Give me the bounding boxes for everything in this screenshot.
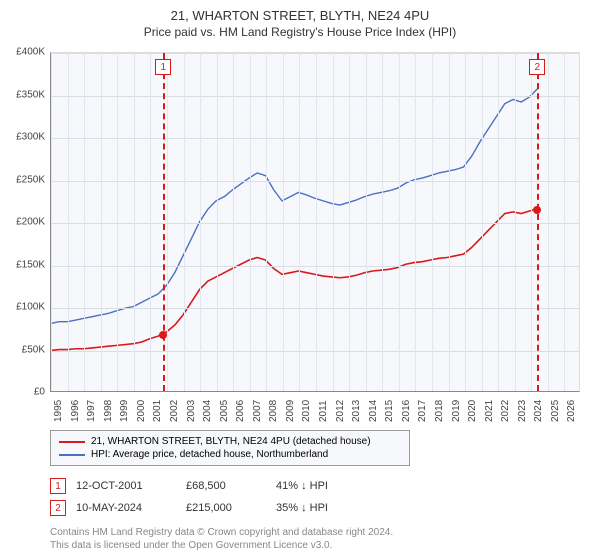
x-tick-label: 2019 [451,400,462,422]
transaction-badge-2: 2 [50,500,66,516]
x-tick-label: 2024 [533,400,544,422]
y-tick-label: £100K [16,302,45,313]
transaction-price: £68,500 [186,480,266,492]
x-tick-label: 2022 [500,400,511,422]
transaction-row: 2 10-MAY-2024 £215,000 35% ↓ HPI [50,497,580,519]
legend: 21, WHARTON STREET, BLYTH, NE24 4PU (det… [50,430,410,466]
x-tick-label: 2016 [401,400,412,422]
x-tick-label: 2012 [335,400,346,422]
arrow-down-icon: ↓ [301,480,307,492]
legend-swatch-hpi [59,454,85,456]
transaction-pct: 41% ↓ HPI [276,480,366,492]
x-tick-label: 2006 [235,400,246,422]
x-tick-label: 1995 [53,400,64,422]
legend-item-hpi: HPI: Average price, detached house, Nort… [59,448,401,461]
x-tick-label: 2013 [351,400,362,422]
x-tick-label: 1997 [86,400,97,422]
x-tick-label: 2011 [318,400,329,422]
x-tick-label: 2003 [186,400,197,422]
event-badge-1: 1 [155,59,171,75]
license-text: Contains HM Land Registry data © Crown c… [50,526,580,552]
x-tick-label: 2000 [136,400,147,422]
page-subtitle: Price paid vs. HM Land Registry's House … [0,23,600,45]
x-tick-label: 2017 [417,400,428,422]
transaction-price: £215,000 [186,502,266,514]
transaction-row: 1 12-OCT-2001 £68,500 41% ↓ HPI [50,475,580,497]
y-tick-label: £200K [16,217,45,228]
x-tick-label: 2023 [517,400,528,422]
transaction-date: 10-MAY-2024 [76,502,176,514]
chart-container: 21, WHARTON STREET, BLYTH, NE24 4PU Pric… [0,0,600,560]
x-tick-label: 2015 [384,400,395,422]
license-line-1: Contains HM Land Registry data © Crown c… [50,526,580,539]
license-line-2: This data is licensed under the Open Gov… [50,539,580,552]
event-badge-2: 2 [529,59,545,75]
x-tick-label: 2014 [368,400,379,422]
y-tick-label: £400K [16,47,45,58]
x-tick-label: 2009 [285,400,296,422]
x-tick-label: 1999 [119,400,130,422]
x-tick-label: 1998 [103,400,114,422]
x-tick-label: 1996 [70,400,81,422]
y-tick-label: £150K [16,259,45,270]
page-title: 21, WHARTON STREET, BLYTH, NE24 4PU [0,0,600,23]
x-tick-label: 2010 [301,400,312,422]
legend-label-subject: 21, WHARTON STREET, BLYTH, NE24 4PU (det… [91,436,371,447]
x-tick-label: 2025 [550,400,561,422]
transaction-badge-1: 1 [50,478,66,494]
x-tick-label: 2008 [268,400,279,422]
transaction-pct: 35% ↓ HPI [276,502,366,514]
event-line-2 [537,53,539,391]
x-tick-label: 2001 [152,400,163,422]
legend-label-hpi: HPI: Average price, detached house, Nort… [91,449,328,460]
y-tick-label: £250K [16,174,45,185]
x-tick-label: 2007 [252,400,263,422]
event-line-1 [163,53,165,391]
chart-svg [51,53,579,391]
event-dot-2 [533,206,541,214]
y-tick-label: £50K [22,344,45,355]
y-tick-label: £300K [16,132,45,143]
x-tick-label: 2018 [434,400,445,422]
x-tick-label: 2026 [566,400,577,422]
transaction-date: 12-OCT-2001 [76,480,176,492]
legend-item-subject: 21, WHARTON STREET, BLYTH, NE24 4PU (det… [59,435,401,448]
y-tick-label: £0 [34,387,45,398]
arrow-down-icon: ↓ [301,502,307,514]
legend-swatch-subject [59,441,85,443]
x-tick-label: 2002 [169,400,180,422]
event-dot-1 [159,331,167,339]
x-tick-label: 2021 [484,400,495,422]
x-tick-label: 2020 [467,400,478,422]
series-line-subject-property [51,209,535,350]
y-tick-label: £350K [16,89,45,100]
x-tick-label: 2004 [202,400,213,422]
transaction-table: 1 12-OCT-2001 £68,500 41% ↓ HPI 2 10-MAY… [50,475,580,519]
chart-plot-area: 12 [50,52,580,392]
x-tick-label: 2005 [219,400,230,422]
